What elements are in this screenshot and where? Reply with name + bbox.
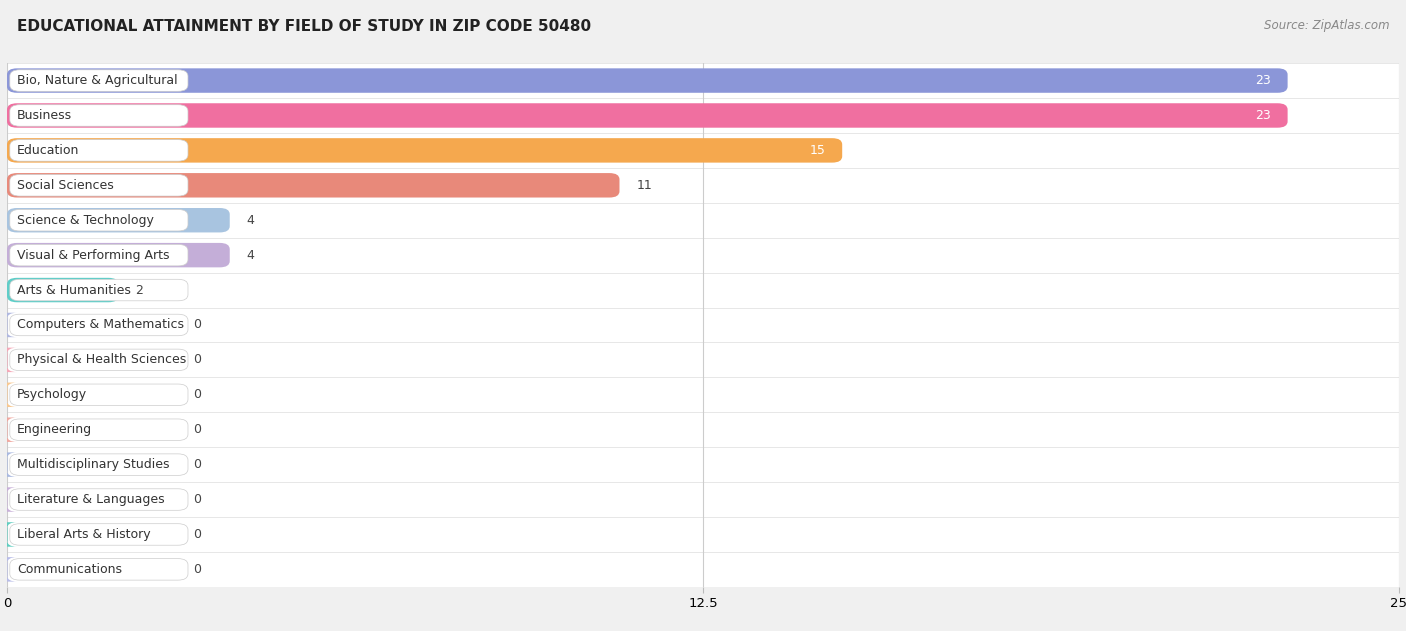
FancyBboxPatch shape — [7, 133, 1399, 168]
Text: Computers & Mathematics: Computers & Mathematics — [17, 319, 184, 331]
Text: 0: 0 — [194, 493, 201, 506]
FancyBboxPatch shape — [10, 489, 188, 510]
FancyBboxPatch shape — [7, 63, 1399, 98]
FancyBboxPatch shape — [7, 68, 1288, 93]
FancyBboxPatch shape — [7, 273, 1399, 307]
Text: 0: 0 — [194, 423, 201, 436]
Text: Engineering: Engineering — [17, 423, 93, 436]
Text: 0: 0 — [194, 388, 201, 401]
FancyBboxPatch shape — [10, 454, 188, 475]
Text: 23: 23 — [1256, 109, 1271, 122]
FancyBboxPatch shape — [0, 348, 17, 372]
FancyBboxPatch shape — [7, 343, 1399, 377]
FancyBboxPatch shape — [0, 313, 17, 337]
Text: 0: 0 — [194, 563, 201, 576]
FancyBboxPatch shape — [7, 208, 229, 232]
FancyBboxPatch shape — [7, 238, 1399, 273]
FancyBboxPatch shape — [10, 280, 188, 301]
Text: Literature & Languages: Literature & Languages — [17, 493, 165, 506]
FancyBboxPatch shape — [10, 139, 188, 161]
Text: Psychology: Psychology — [17, 388, 87, 401]
FancyBboxPatch shape — [7, 203, 1399, 238]
Text: Physical & Health Sciences: Physical & Health Sciences — [17, 353, 187, 367]
FancyBboxPatch shape — [10, 70, 188, 91]
FancyBboxPatch shape — [7, 412, 1399, 447]
FancyBboxPatch shape — [7, 103, 1288, 127]
Text: 0: 0 — [194, 458, 201, 471]
Text: 0: 0 — [194, 319, 201, 331]
Text: EDUCATIONAL ATTAINMENT BY FIELD OF STUDY IN ZIP CODE 50480: EDUCATIONAL ATTAINMENT BY FIELD OF STUDY… — [17, 19, 591, 34]
Text: Science & Technology: Science & Technology — [17, 214, 153, 227]
FancyBboxPatch shape — [7, 168, 1399, 203]
Text: Social Sciences: Social Sciences — [17, 179, 114, 192]
Text: 2: 2 — [135, 283, 143, 297]
FancyBboxPatch shape — [10, 349, 188, 370]
FancyBboxPatch shape — [0, 522, 17, 546]
FancyBboxPatch shape — [7, 278, 118, 302]
FancyBboxPatch shape — [7, 377, 1399, 412]
FancyBboxPatch shape — [10, 524, 188, 545]
FancyBboxPatch shape — [10, 314, 188, 336]
FancyBboxPatch shape — [0, 557, 17, 582]
Text: 23: 23 — [1256, 74, 1271, 87]
Text: Bio, Nature & Agricultural: Bio, Nature & Agricultural — [17, 74, 177, 87]
Text: 0: 0 — [194, 353, 201, 367]
Text: Visual & Performing Arts: Visual & Performing Arts — [17, 249, 170, 262]
FancyBboxPatch shape — [7, 307, 1399, 343]
FancyBboxPatch shape — [10, 175, 188, 196]
Text: Education: Education — [17, 144, 79, 157]
Text: 4: 4 — [246, 249, 254, 262]
Text: Arts & Humanities: Arts & Humanities — [17, 283, 131, 297]
FancyBboxPatch shape — [10, 105, 188, 126]
FancyBboxPatch shape — [7, 138, 842, 163]
FancyBboxPatch shape — [7, 482, 1399, 517]
FancyBboxPatch shape — [7, 447, 1399, 482]
FancyBboxPatch shape — [0, 487, 17, 512]
FancyBboxPatch shape — [0, 382, 17, 407]
Text: Source: ZipAtlas.com: Source: ZipAtlas.com — [1264, 19, 1389, 32]
FancyBboxPatch shape — [7, 98, 1399, 133]
FancyBboxPatch shape — [7, 552, 1399, 587]
FancyBboxPatch shape — [10, 558, 188, 580]
Text: Business: Business — [17, 109, 72, 122]
FancyBboxPatch shape — [0, 452, 17, 477]
FancyBboxPatch shape — [7, 243, 229, 268]
FancyBboxPatch shape — [10, 419, 188, 440]
FancyBboxPatch shape — [10, 244, 188, 266]
Text: 15: 15 — [810, 144, 825, 157]
FancyBboxPatch shape — [0, 418, 17, 442]
Text: 11: 11 — [636, 179, 652, 192]
Text: Multidisciplinary Studies: Multidisciplinary Studies — [17, 458, 170, 471]
Text: Communications: Communications — [17, 563, 122, 576]
FancyBboxPatch shape — [7, 173, 620, 198]
Text: 0: 0 — [194, 528, 201, 541]
FancyBboxPatch shape — [7, 517, 1399, 552]
FancyBboxPatch shape — [10, 209, 188, 231]
FancyBboxPatch shape — [10, 384, 188, 406]
Text: 4: 4 — [246, 214, 254, 227]
Text: Liberal Arts & History: Liberal Arts & History — [17, 528, 150, 541]
